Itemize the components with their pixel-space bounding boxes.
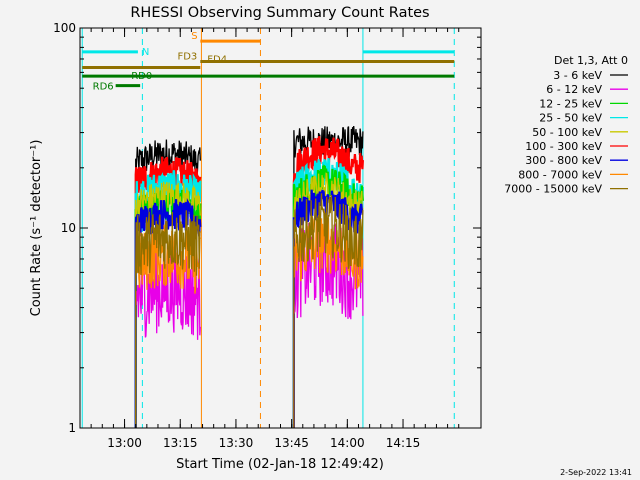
legend-title: Det 1,3, Att 0: [554, 54, 628, 67]
legend-label-1: 6 - 12 keV: [546, 83, 602, 96]
series-line-1-seg-0: [135, 244, 201, 428]
flag-label-2: S: [191, 31, 197, 42]
x-tick-label-14:00: 14:00: [330, 436, 365, 450]
series-line-6-seg-1: [292, 189, 364, 428]
flag-label-5: RD0: [131, 71, 152, 82]
footer-timestamp: 2-Sep-2022 13:41: [560, 468, 632, 477]
series-line-8-seg-1: [293, 193, 364, 428]
x-tick-label-13:30: 13:30: [219, 436, 254, 450]
series-line-5-seg-0: [134, 156, 202, 428]
axes: 1 10 100 13:00 13:15 13:30 13:45 14:00 14:15: [53, 21, 481, 450]
x-tick-label-13:15: 13:15: [163, 436, 198, 450]
series-line-5-seg-1: [292, 136, 364, 428]
flag-label-0: N: [142, 47, 149, 58]
legend-label-6: 300 - 800 keV: [525, 154, 602, 167]
y-tick-label-10: 10: [61, 221, 76, 235]
x-tick-label-13:45: 13:45: [274, 436, 309, 450]
series-line-8-seg-0: [135, 210, 201, 428]
flag-label-6: RD6: [93, 82, 114, 93]
legend-label-2: 12 - 25 keV: [539, 97, 602, 110]
flag-label-4: FD4: [207, 54, 227, 65]
y-tick-label-100: 100: [53, 21, 76, 35]
y-axis-label: Count Rate (s⁻¹ detector⁻¹): [29, 140, 44, 317]
y-tick-label-1: 1: [68, 421, 76, 435]
plot-area: N S FD3 FD4 RD0 RD6: [81, 28, 455, 428]
x-tick-label-13:00: 13:00: [107, 436, 142, 450]
legend-label-4: 50 - 100 keV: [532, 126, 602, 139]
chart-title: RHESSI Observing Summary Count Rates: [130, 5, 429, 21]
legend-label-7: 800 - 7000 keV: [518, 168, 602, 181]
legend-label-5: 100 - 300 keV: [525, 140, 602, 153]
legend-label-0: 3 - 6 keV: [553, 69, 602, 82]
series-line-6-seg-0: [134, 198, 202, 428]
legend-label-3: 25 - 50 keV: [539, 112, 602, 125]
x-tick-label-14:15: 14:15: [386, 436, 421, 450]
legend-label-8: 7000 - 15000 keV: [504, 183, 602, 196]
x-axis-label: Start Time (02-Jan-18 12:49:42): [176, 457, 384, 472]
flag-label-3: FD3: [177, 51, 197, 62]
